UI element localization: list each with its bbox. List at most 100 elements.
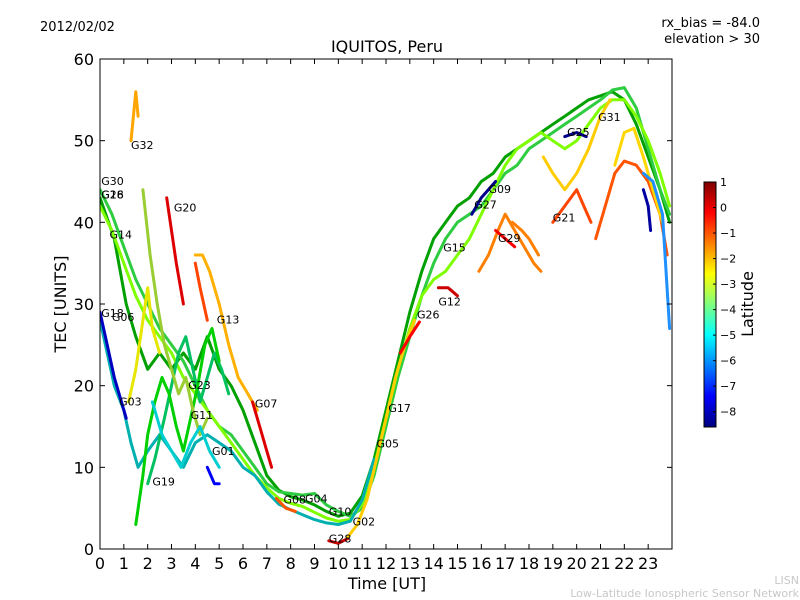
elevation-label: elevation > 30	[664, 32, 760, 47]
y-tick-label: 10	[74, 458, 94, 477]
x-tick-label: 20	[566, 554, 586, 573]
satellite-label-g32: G32	[131, 139, 154, 152]
colorbar-tick-label: −5	[720, 329, 736, 342]
satellite-label-g10: G10	[329, 506, 352, 519]
satellite-label-g07: G07	[255, 398, 278, 411]
colorbar	[703, 181, 717, 428]
colorbar-tick-label: −2	[720, 253, 736, 266]
colorbar-tick-label: 0	[720, 202, 727, 215]
satellite-label-g29: G29	[498, 232, 521, 245]
tec-trace-6	[129, 90, 140, 143]
tec-trace-17	[477, 212, 543, 273]
satellite-label-g06: G06	[112, 311, 135, 324]
x-tick-label: 8	[286, 554, 296, 573]
date-label: 2012/02/02	[40, 20, 115, 35]
tec-trace-14	[398, 320, 421, 355]
satellite-label-g15: G15	[443, 242, 466, 255]
y-axis-label: TEC [UNITS]	[51, 256, 70, 354]
tec-trace-18	[494, 229, 517, 249]
tec-trace-16	[470, 180, 498, 216]
x-tick-label: 6	[238, 554, 248, 573]
satellite-label-g17: G17	[388, 402, 411, 415]
satellite-label-g19: G19	[152, 475, 175, 488]
y-axis-ticks: 0 10 20 30 40 50 60	[74, 50, 672, 559]
satellite-label-g13: G13	[217, 314, 240, 327]
tec-trace-10	[251, 400, 274, 469]
x-tick-label: 14	[423, 554, 443, 573]
x-tick-label: 11	[352, 554, 372, 573]
satellite-label-g16: G16	[101, 189, 124, 202]
satellite-label-g18: G18	[101, 307, 124, 320]
colorbar-tick-label: −4	[720, 304, 736, 317]
x-tick-label: 4	[190, 554, 200, 573]
satellite-label-g20: G20	[174, 202, 197, 215]
tec-trace-9	[193, 253, 259, 412]
y-tick-label: 40	[74, 213, 94, 232]
tec-trace-29	[141, 188, 209, 437]
satellite-label-g21: G21	[553, 212, 576, 225]
satellite-label-g12: G12	[438, 296, 461, 309]
tec-trace-30	[150, 400, 221, 469]
rx-bias-label: rx_bias = -84.0	[661, 16, 760, 31]
footer-org-long: Low-Latitude Ionospheric Sensor Network	[570, 587, 799, 600]
x-tick-label: 23	[638, 554, 658, 573]
tec-trace-25	[641, 171, 672, 330]
tec-trace-24	[613, 126, 664, 224]
tec-trace-8	[193, 261, 209, 322]
satellite-label-g11: G11	[191, 409, 214, 422]
x-tick-label: 12	[376, 554, 396, 573]
colorbar-tick-label: −6	[720, 355, 736, 368]
colorbar-tick-label: −3	[720, 278, 736, 291]
satellite-label-g28: G28	[329, 533, 352, 546]
x-tick-label: 2	[143, 554, 153, 573]
y-tick-label: 0	[84, 540, 94, 559]
tec-trace-26	[641, 188, 653, 232]
tec-trace-11	[274, 496, 297, 513]
satellite-label-g23: G23	[188, 379, 211, 392]
y-tick-label: 50	[74, 132, 94, 151]
colorbar-ticks: 1 0 −1 −2 −3 −4 −5 −6 −7 −8	[713, 176, 736, 419]
tec-trace-19	[510, 220, 540, 257]
x-tick-label: 5	[214, 554, 224, 573]
series-layer	[100, 86, 672, 545]
tec-trace-27	[146, 335, 231, 486]
x-tick-label: 15	[447, 554, 467, 573]
y-tick-label: 20	[74, 377, 94, 396]
x-tick-label: 7	[262, 554, 272, 573]
x-tick-label: 9	[309, 554, 319, 573]
satellite-label-g01: G01	[212, 445, 235, 458]
x-axis-label: Time [UT]	[347, 574, 426, 593]
colorbar-tick-label: −1	[720, 227, 736, 240]
tec-trace-3	[100, 318, 376, 526]
tec-trace-31	[205, 465, 221, 486]
satellite-label-g26: G26	[417, 309, 440, 322]
tec-trace-5	[127, 286, 162, 404]
tec-trace-0	[100, 90, 672, 518]
x-tick-label: 10	[328, 554, 348, 573]
colorbar-tick-label: 1	[720, 176, 727, 189]
satellite-label-g31: G31	[598, 111, 621, 124]
x-tick-label: 13	[400, 554, 420, 573]
y-tick-label: 30	[74, 295, 94, 314]
x-axis-ticks: 0 1 2 3 4 5 6 7 8 9 10 11 12 13 14 15 16 17 18 19 20 21 22 23	[95, 59, 658, 573]
satellite-label-g27: G27	[474, 198, 497, 211]
x-tick-label: 21	[590, 554, 610, 573]
chart-title: IQUITOS, Peru	[331, 37, 443, 56]
y-tick-label: 60	[74, 50, 94, 69]
x-tick-label: 3	[166, 554, 176, 573]
tec-trace-22	[563, 131, 588, 139]
x-tick-label: 19	[543, 554, 563, 573]
tec-trace-4	[100, 310, 128, 420]
tec-trace-21	[541, 98, 612, 192]
tec-trace-15	[436, 286, 459, 298]
x-tick-label: 0	[95, 554, 105, 573]
satellite-label-g14: G14	[110, 229, 133, 242]
x-tick-label: 17	[495, 554, 515, 573]
x-tick-label: 16	[471, 554, 491, 573]
satellite-label-g04: G04	[305, 492, 328, 505]
footer-org-short: LISN	[774, 574, 799, 587]
tec-trace-12	[327, 536, 350, 545]
tec-trace-28	[134, 327, 221, 526]
